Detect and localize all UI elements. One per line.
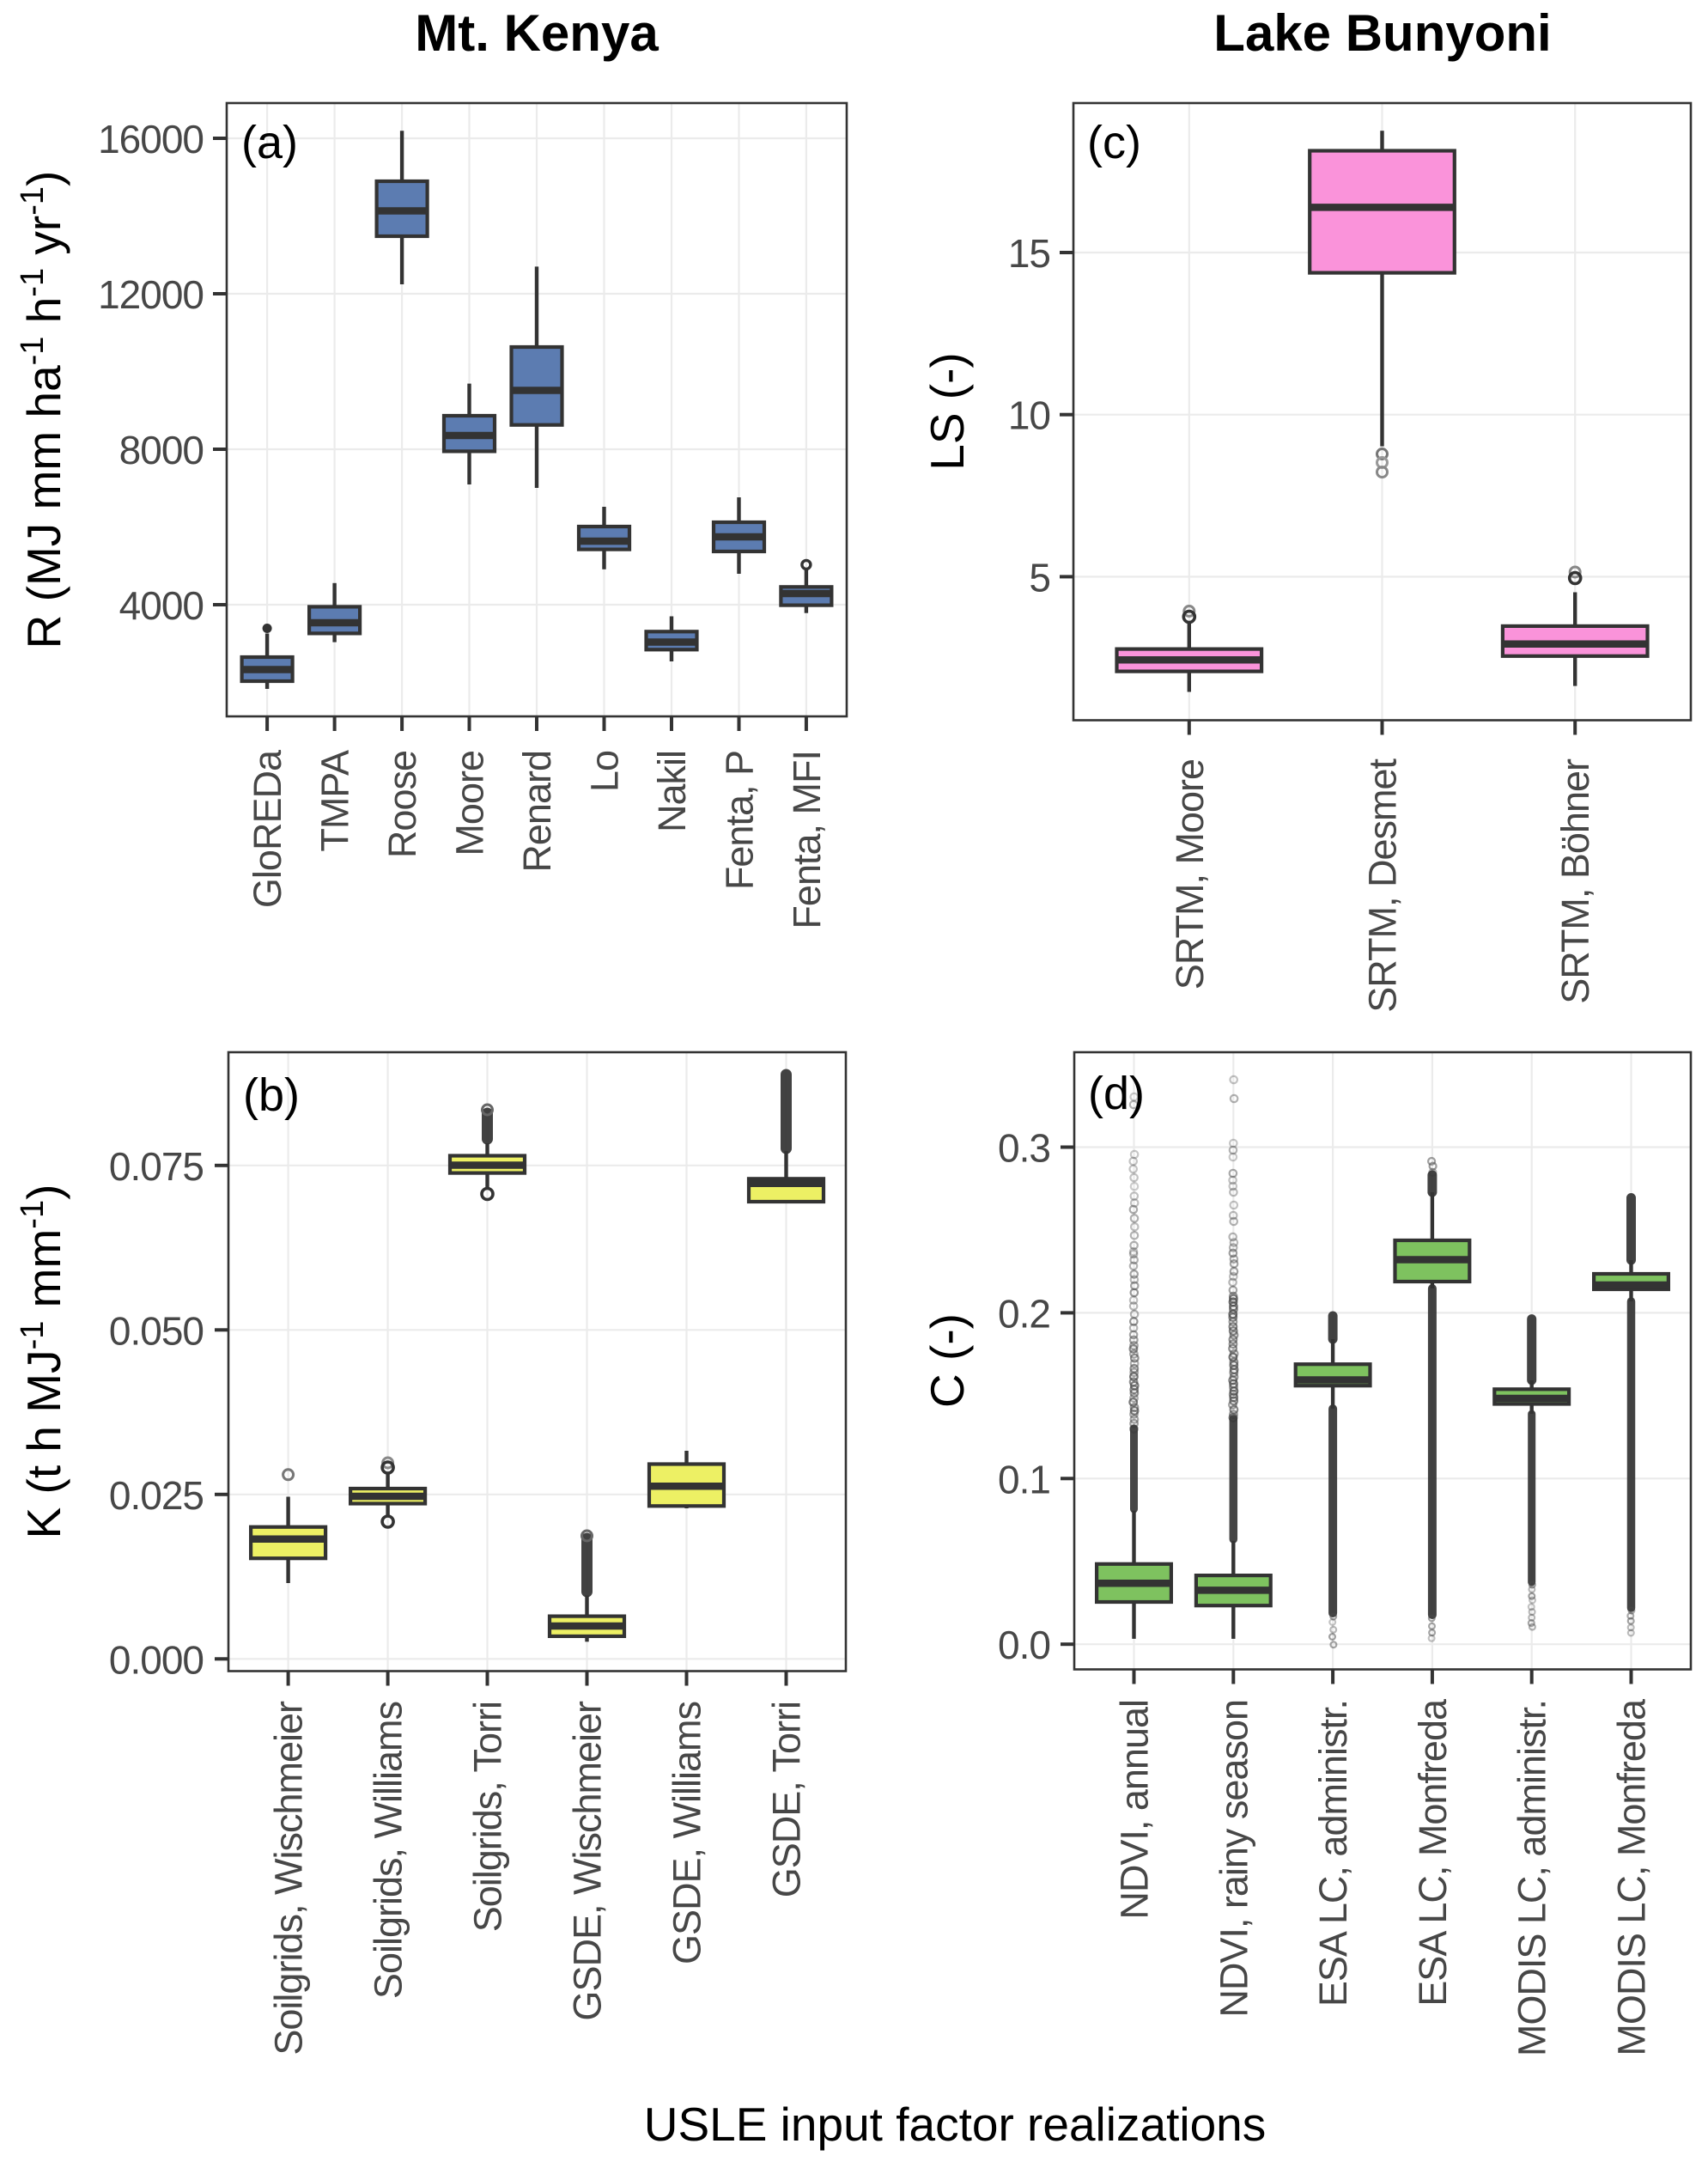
svg-text:Mt. Kenya: Mt. Kenya (415, 4, 659, 62)
svg-text:LS (-): LS (-) (921, 352, 974, 471)
svg-text:GloREDa: GloREDa (246, 749, 289, 908)
svg-text:TMPA: TMPA (313, 750, 357, 852)
svg-text:8000: 8000 (119, 428, 204, 472)
svg-text:ESA LC, Monfreda: ESA LC, Monfreda (1411, 1698, 1455, 2007)
svg-text:0.2: 0.2 (998, 1291, 1050, 1336)
svg-text:0.0: 0.0 (998, 1623, 1050, 1667)
svg-text:(a): (a) (241, 117, 298, 168)
svg-text:Roose: Roose (380, 751, 424, 858)
svg-text:(c): (c) (1087, 117, 1141, 168)
svg-text:GSDE, Wischmeier: GSDE, Wischmeier (566, 1701, 610, 2021)
svg-text:0.3: 0.3 (998, 1126, 1050, 1171)
svg-text:GSDE, Williams: GSDE, Williams (666, 1702, 709, 1964)
svg-text:0.1: 0.1 (998, 1457, 1050, 1501)
svg-text:0.050: 0.050 (109, 1308, 204, 1353)
svg-text:Fenta, MFI: Fenta, MFI (785, 751, 829, 929)
svg-text:0.025: 0.025 (109, 1473, 204, 1518)
svg-text:NDVI, annual: NDVI, annual (1113, 1700, 1157, 1920)
svg-text:Lake Bunyoni: Lake Bunyoni (1213, 4, 1551, 62)
svg-text:R (MJ mm ha-1​ h-1​ yr-1​): R (MJ mm ha-1​ h-1​ yr-1​) (15, 171, 70, 649)
svg-text:USLE input factor realizations: USLE input factor realizations (644, 2098, 1267, 2151)
svg-text:12000: 12000 (98, 272, 204, 317)
svg-text:Lo: Lo (583, 751, 627, 792)
svg-text:0.000: 0.000 (109, 1637, 204, 1682)
svg-text:5: 5 (1029, 555, 1050, 600)
svg-text:16000: 16000 (98, 117, 204, 161)
svg-text:Moore: Moore (448, 751, 492, 856)
svg-text:Renard: Renard (515, 751, 559, 873)
svg-text:SRTM, Moore: SRTM, Moore (1168, 759, 1212, 990)
svg-text:MODIS LC, Monfreda: MODIS LC, Monfreda (1610, 1698, 1654, 2056)
svg-text:GSDE, Torri: GSDE, Torri (765, 1702, 809, 1897)
svg-text:(d): (d) (1088, 1068, 1145, 1119)
svg-text:Nakil: Nakil (650, 751, 694, 832)
svg-text:Soilgrids, Torri: Soilgrids, Torri (466, 1702, 510, 1932)
svg-text:SRTM, Desmet: SRTM, Desmet (1361, 758, 1405, 1013)
svg-text:15: 15 (1008, 231, 1050, 276)
svg-text:(b): (b) (243, 1069, 300, 1121)
svg-text:Soilgrids, Williams: Soilgrids, Williams (367, 1702, 410, 1999)
svg-text:10: 10 (1008, 393, 1050, 438)
svg-text:ESA LC, administr.: ESA LC, administr. (1311, 1700, 1355, 2007)
svg-text:Fenta, P: Fenta, P (718, 751, 762, 890)
svg-text:K (t h MJ-1​ mm-1​): K (t h MJ-1​ mm-1​) (15, 1185, 70, 1539)
svg-text:Soilgrids, Wischmeier: Soilgrids, Wischmeier (267, 1701, 311, 2055)
svg-text:0.075: 0.075 (109, 1144, 204, 1189)
svg-text:SRTM, Böhner: SRTM, Böhner (1553, 758, 1597, 1004)
svg-text:MODIS LC, administr.: MODIS LC, administr. (1510, 1700, 1554, 2056)
svg-text:C (-): C (-) (921, 1313, 974, 1408)
svg-text:NDVI, rainy season: NDVI, rainy season (1212, 1700, 1255, 2018)
svg-text:4000: 4000 (119, 583, 204, 628)
